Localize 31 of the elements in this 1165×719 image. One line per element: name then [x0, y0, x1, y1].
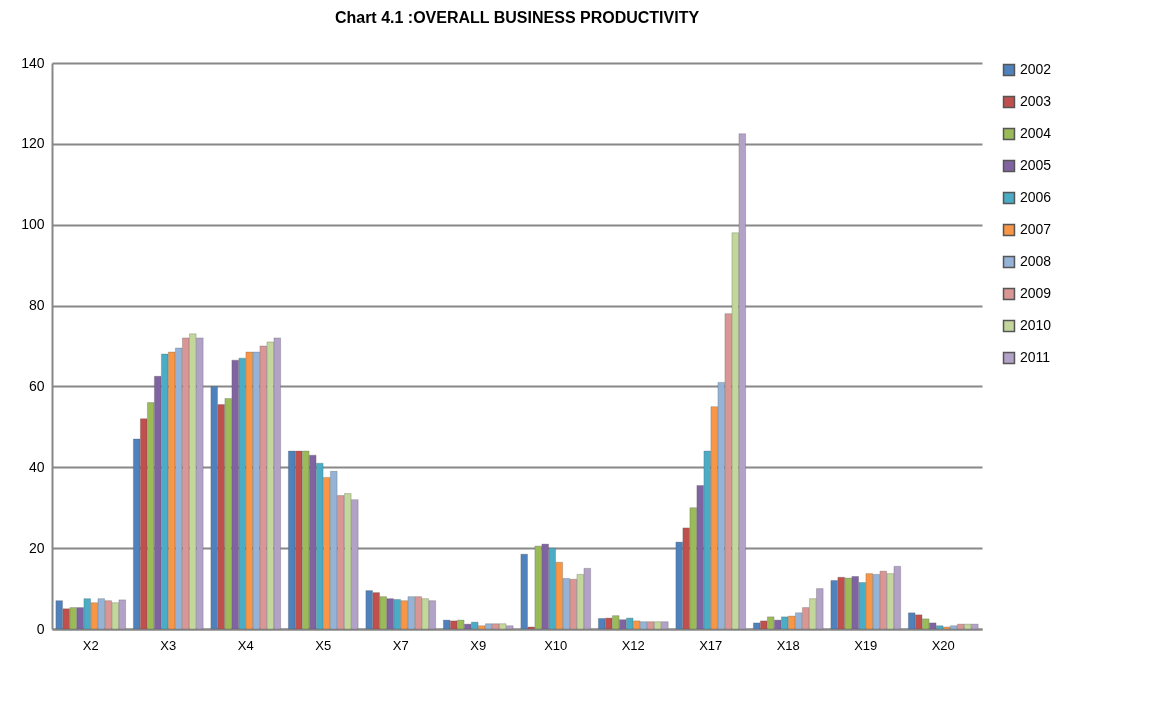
x-tick-label: X18 [776, 637, 800, 653]
x-tick-label: X10 [544, 637, 568, 653]
legend-label: 2011 [1020, 349, 1051, 365]
legend-label: 2010 [1020, 317, 1052, 333]
x-tick-label: X2 [82, 637, 99, 653]
y-tick-label: 60 [28, 377, 45, 394]
x-tick-label: X17 [699, 637, 723, 653]
y-tick-label: 0 [36, 620, 45, 637]
legend-label: 2003 [1020, 93, 1052, 109]
y-tick-label: 40 [28, 458, 45, 475]
legend-label: 2007 [1020, 221, 1052, 237]
legend-label: 2005 [1020, 157, 1052, 173]
y-tick-label: 100 [21, 216, 45, 233]
x-tick-label: X7 [392, 637, 409, 653]
y-tick-label: 120 [21, 135, 45, 152]
y-tick-label: 80 [28, 297, 45, 314]
x-tick-label: X12 [621, 637, 645, 653]
x-tick-label: X3 [160, 637, 177, 653]
legend-label: 2004 [1020, 125, 1052, 141]
legend-label: 2002 [1020, 61, 1052, 77]
x-tick-label: X4 [237, 637, 254, 653]
chart-title: Chart 4.1 :OVERALL BUSINESS PRODUCTIVITY [334, 9, 700, 26]
x-tick-label: X5 [315, 637, 332, 653]
legend-label: 2009 [1020, 285, 1052, 301]
x-tick-label: X20 [931, 637, 955, 653]
legend-label: 2006 [1020, 189, 1052, 205]
x-tick-label: X9 [470, 637, 487, 653]
legend-label: 2008 [1020, 253, 1052, 269]
y-tick-label: 140 [21, 54, 45, 71]
y-tick-label: 20 [28, 539, 45, 556]
x-tick-label: X19 [854, 637, 878, 653]
